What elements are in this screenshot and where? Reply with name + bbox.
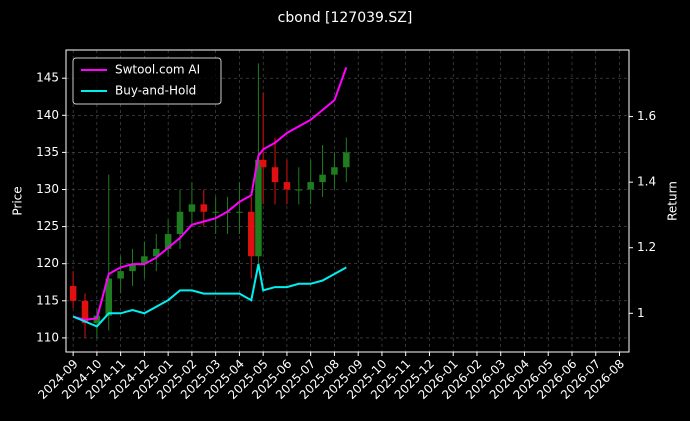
candle-body xyxy=(295,189,303,191)
candle-body xyxy=(248,211,255,257)
legend-label: Swtool.com AI xyxy=(115,63,200,77)
candle-body xyxy=(255,159,262,257)
candle-body xyxy=(93,315,101,324)
y-tick-label: 145 xyxy=(36,71,59,85)
candle-body xyxy=(164,234,172,249)
candle-body xyxy=(129,263,136,272)
candle-body xyxy=(200,204,208,212)
candle-body xyxy=(176,211,184,235)
candle-body xyxy=(81,300,89,324)
candle-body xyxy=(188,204,196,212)
y-tick-label: 115 xyxy=(36,293,59,307)
plot-frame xyxy=(65,49,630,353)
series-line xyxy=(72,67,348,321)
candle-body xyxy=(271,167,279,183)
candle-body xyxy=(141,256,148,264)
y-tick-label: 135 xyxy=(36,145,59,159)
candle-body xyxy=(319,174,326,183)
candle-body xyxy=(212,211,219,213)
y-axis-label: Price xyxy=(11,186,25,215)
y-tick-label: 120 xyxy=(36,256,59,270)
y-tick-label: 130 xyxy=(36,182,59,196)
candle-body xyxy=(307,182,314,190)
candle-body xyxy=(331,167,338,175)
legend-box xyxy=(72,57,222,105)
candle-body xyxy=(117,271,124,279)
y2-tick-label: 1.2 xyxy=(637,240,656,254)
candle-body xyxy=(343,152,350,168)
legend-label: Buy-and-Hold xyxy=(115,84,196,98)
chart-title: cbond [127039.SZ] xyxy=(278,10,413,26)
y2-tick-label: 1 xyxy=(637,306,645,320)
y2-tick-label: 1.6 xyxy=(637,109,656,123)
y2-axis-label: Return xyxy=(666,181,680,221)
y-tick-label: 110 xyxy=(36,330,59,344)
candle-body xyxy=(105,278,113,316)
candle-body xyxy=(69,285,77,301)
y-tick-label: 125 xyxy=(36,219,59,233)
y-tick-label: 140 xyxy=(36,108,59,122)
candle-body xyxy=(283,182,291,190)
candle-body xyxy=(153,248,160,257)
candle-body xyxy=(259,159,267,168)
series-line xyxy=(72,263,347,328)
y2-tick-label: 1.4 xyxy=(637,175,656,189)
candle-body xyxy=(236,211,243,213)
